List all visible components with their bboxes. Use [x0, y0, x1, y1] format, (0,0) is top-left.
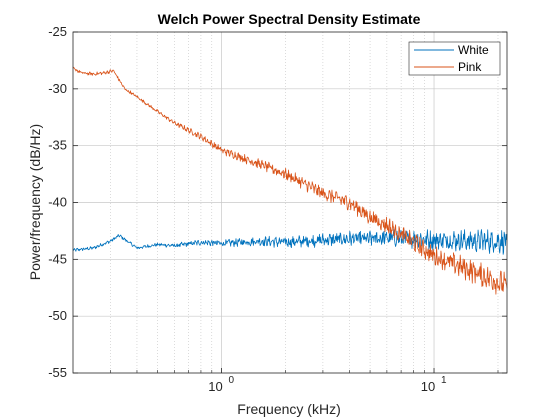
legend: White Pink [408, 41, 501, 76]
legend-label-pink: Pink [458, 60, 482, 74]
y-tick-label: -25 [48, 24, 67, 39]
x-tick-exponent: 1 [441, 375, 447, 386]
series-line-white [72, 228, 508, 255]
chart-title: Welch Power Spectral Density Estimate [158, 11, 421, 27]
x-tick-label: 10 [421, 379, 435, 394]
y-tick-label: -30 [48, 81, 67, 96]
tick-layer: 10 0 10 1 -25 -30 -35 -40 -45 -50 -55 [48, 24, 507, 394]
y-tick-label: -50 [48, 308, 67, 323]
legend-box [408, 41, 501, 76]
y-axis-label: Power/frequency (dB/Hz) [27, 124, 43, 280]
y-tick-label: -45 [48, 251, 67, 266]
y-tick-label: -55 [48, 365, 67, 380]
y-tick-label: -35 [48, 138, 67, 153]
series-line-pink [72, 66, 508, 295]
series-layer [72, 66, 508, 295]
legend-label-white: White [458, 43, 489, 57]
x-tick-exponent: 0 [229, 375, 235, 386]
x-tick-label: 10 [208, 379, 222, 394]
y-tick-label: -40 [48, 195, 67, 210]
x-axis-label: Frequency (kHz) [237, 401, 340, 417]
